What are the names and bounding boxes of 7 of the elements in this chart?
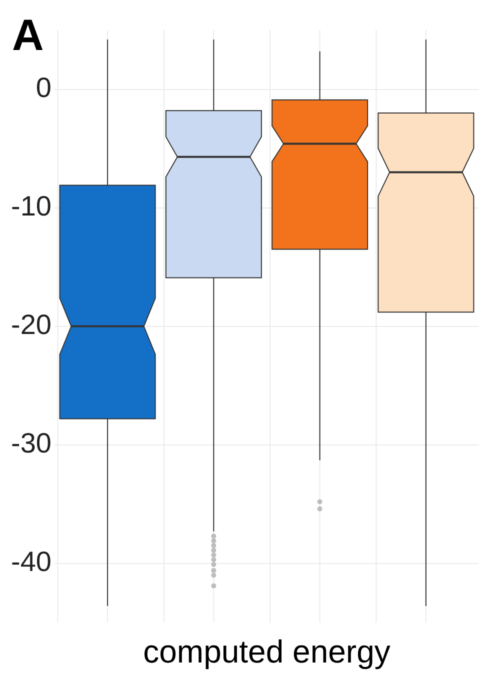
y-tick-label: -20 xyxy=(11,309,52,340)
text: A xyxy=(12,11,44,60)
y-tick-label: -30 xyxy=(11,428,52,459)
y-tick-label: -40 xyxy=(11,546,52,578)
y-tick-label: -10 xyxy=(11,190,52,222)
y-tick-label: 0 xyxy=(36,72,52,103)
x-axis-title: computed energy xyxy=(143,634,390,670)
